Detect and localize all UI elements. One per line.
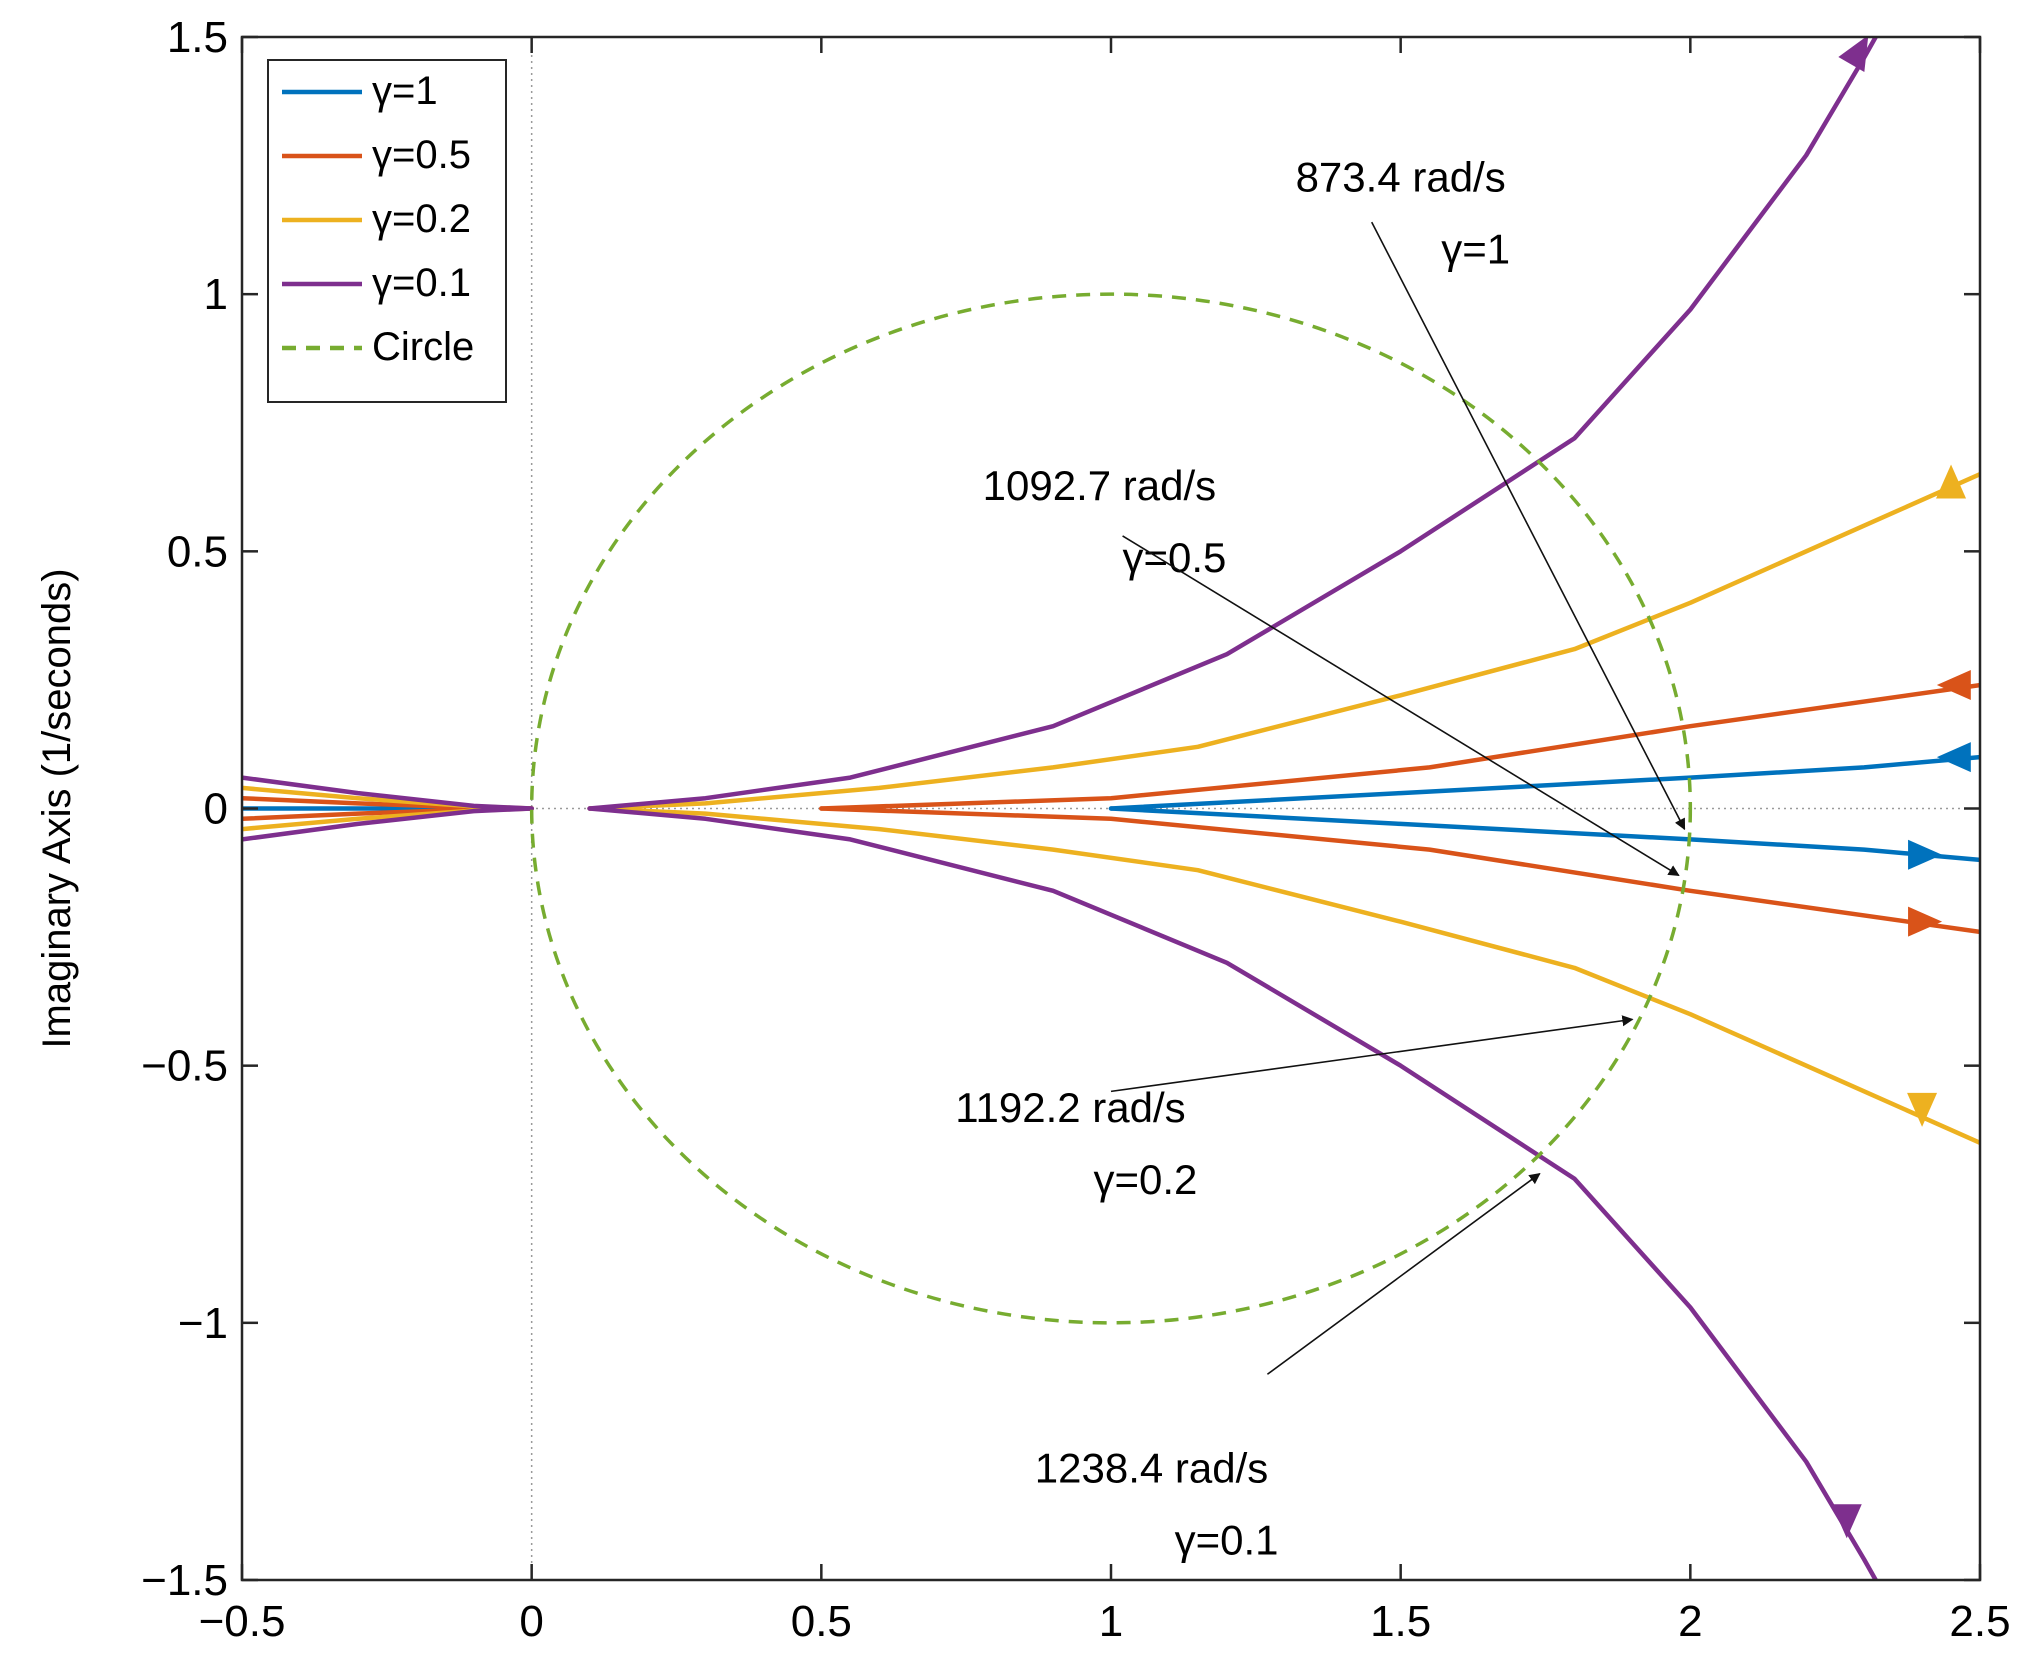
x-tick-label: 1 <box>1099 1597 1123 1646</box>
series-gamma-0_1-branch <box>242 806 534 842</box>
annotation-layer: 873.4 rad/s γ=1 1092.7 rad/s γ=0.5 1192.2 ra… <box>955 153 1686 1563</box>
legend-label: Circle <box>372 325 474 369</box>
y-axis-label: Imaginary Axis (1/seconds) <box>35 568 79 1048</box>
annotation-frequency-label: 873.4 rad/s <box>1296 153 1506 200</box>
y-tick-label: −1 <box>178 1299 228 1348</box>
legend-label: γ=0.1 <box>372 261 471 305</box>
annotation-arrow <box>1110 1015 1634 1093</box>
series-gamma-0_1-direction-arrow <box>1838 37 1869 73</box>
series-gamma-0_2-direction-arrow <box>1907 1092 1938 1127</box>
unit-circle-dashed <box>529 292 1693 1325</box>
series-gamma-0_5-direction-arrow <box>1908 906 1943 937</box>
series-gamma-0_1-branch <box>587 806 1878 1580</box>
x-tick-label: 1.5 <box>1370 1597 1431 1646</box>
annotation-gamma-label: γ=0.5 <box>1122 534 1226 581</box>
legend-item-circle: Circle <box>282 325 474 369</box>
legend-item-gamma-0_1: γ=0.1 <box>282 261 471 305</box>
data-layer <box>242 37 1980 1580</box>
series-gamma-0_1-branch <box>242 775 534 811</box>
annotation-gamma-label: γ=0.2 <box>1093 1156 1197 1203</box>
legend-label: γ=1 <box>372 69 438 113</box>
series-gamma-1-direction-arrow <box>1936 742 1971 773</box>
legend-item-gamma-0_2: γ=0.2 <box>282 197 471 241</box>
y-tick-label: 0 <box>204 785 228 834</box>
annotation-gamma-label: γ=1 <box>1441 225 1510 272</box>
series-gamma-0_2-branch <box>587 471 1980 811</box>
x-tick-label: 0 <box>519 1597 543 1646</box>
series-gamma-0_5-direction-arrow <box>1936 670 1971 701</box>
series-gamma-0_1-direction-arrow <box>1831 1504 1862 1539</box>
annotation-gamma-label: γ=0.1 <box>1175 1516 1279 1563</box>
annotation-frequency-label: 1092.7 rad/s <box>983 462 1217 509</box>
series-gamma-0_2-direction-arrow <box>1936 464 1967 499</box>
series-gamma-1-branch <box>1108 754 1980 811</box>
legend-item-gamma-1: γ=1 <box>282 69 438 113</box>
annotation-arrow <box>1122 535 1680 877</box>
annotation-frequency-label: 1192.2 rad/s <box>955 1084 1185 1131</box>
annotation-arrow <box>1370 221 1686 831</box>
legend-label: γ=0.5 <box>372 133 471 177</box>
series-gamma-1-direction-arrow <box>1908 839 1943 870</box>
annotation-2: 1092.7 rad/s γ=0.5 <box>983 462 1680 877</box>
y-tick-label: 0.5 <box>167 527 228 576</box>
annotation-arrow <box>1266 1173 1541 1375</box>
annotation-1: 873.4 rad/s γ=1 <box>1296 153 1686 831</box>
series-circle <box>529 292 1693 1325</box>
x-tick-label: 2 <box>1678 1597 1702 1646</box>
annotation-3: 1192.2 rad/s γ=0.2 <box>955 1015 1634 1203</box>
annotation-4: 1238.4 rad/s γ=0.1 <box>1035 1173 1541 1563</box>
series-gamma-0_5-branch <box>819 682 1980 811</box>
legend-box <box>267 59 507 403</box>
series-gamma-0_5-branch <box>819 806 1980 935</box>
x-tick-label: 0.5 <box>791 1597 852 1646</box>
y-tick-label: 1.5 <box>167 13 228 62</box>
y-tick-label: −1.5 <box>141 1556 228 1605</box>
y-tick-label: 1 <box>204 270 228 319</box>
annotation-frequency-label: 1238.4 rad/s <box>1035 1444 1269 1491</box>
x-tick-label: −0.5 <box>199 1597 286 1646</box>
legend: γ=1 γ=0.5 γ=0.2 γ=0.1 Circle <box>267 59 507 403</box>
legend-item-gamma-0_5: γ=0.5 <box>282 133 471 177</box>
tick-layer: −0.5 0 0.5 1 1.5 2 2.5 −1.5 −1 −0.5 0 0.5 1 1.5 <box>141 13 2010 1646</box>
series-gamma-0_1-branch <box>587 37 1878 811</box>
legend-label: γ=0.2 <box>372 197 471 241</box>
series-gamma-0_2-branch <box>587 806 1980 1146</box>
x-tick-label: 2.5 <box>1949 1597 2010 1646</box>
series-gamma-0_1 <box>242 37 1878 1580</box>
y-tick-label: −0.5 <box>141 1042 228 1091</box>
